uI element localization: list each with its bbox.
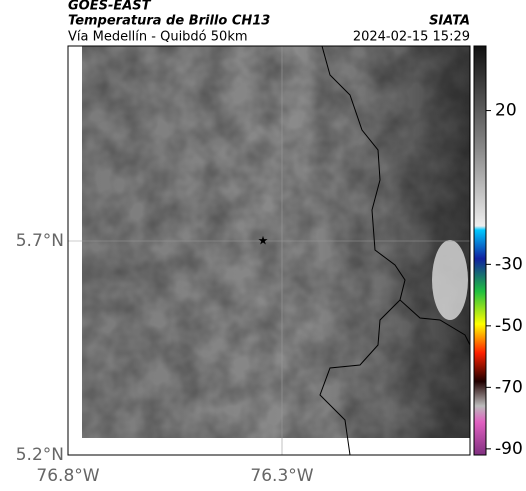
subtitle: Temperatura de Brillo CH13 bbox=[68, 14, 270, 29]
map: ★ bbox=[67, 45, 471, 456]
colorbar-scale bbox=[473, 45, 487, 456]
colorbar: 20 -30 -50 -70 -90 bbox=[473, 45, 523, 459]
colorbar-tick-label: 20 bbox=[495, 101, 517, 121]
image-texture bbox=[82, 46, 470, 438]
colorbar-tick-label: -90 bbox=[495, 439, 523, 459]
datetime: 2024-02-15 15:29 bbox=[353, 30, 470, 45]
location-marker: ★ bbox=[258, 234, 269, 248]
colorbar-tick-label: -70 bbox=[495, 377, 523, 397]
colorbar-tick-label: -30 bbox=[495, 254, 523, 274]
lat-label: 5.7°N bbox=[16, 231, 64, 251]
map-border bbox=[67, 45, 471, 456]
lon-label: 76.8°W bbox=[36, 466, 99, 486]
bright-cloud bbox=[432, 240, 468, 320]
border bbox=[319, 299, 401, 456]
title: GOES-EAST bbox=[68, 0, 152, 14]
lat-label: 5.2°N bbox=[16, 445, 64, 465]
route: Vía Medellín - Quibdó 50km bbox=[68, 30, 248, 45]
border bbox=[321, 45, 471, 346]
source: SIATA bbox=[429, 14, 470, 29]
colorbar-tick-label: -50 bbox=[495, 316, 523, 336]
lon-label: 76.3°W bbox=[250, 466, 313, 486]
